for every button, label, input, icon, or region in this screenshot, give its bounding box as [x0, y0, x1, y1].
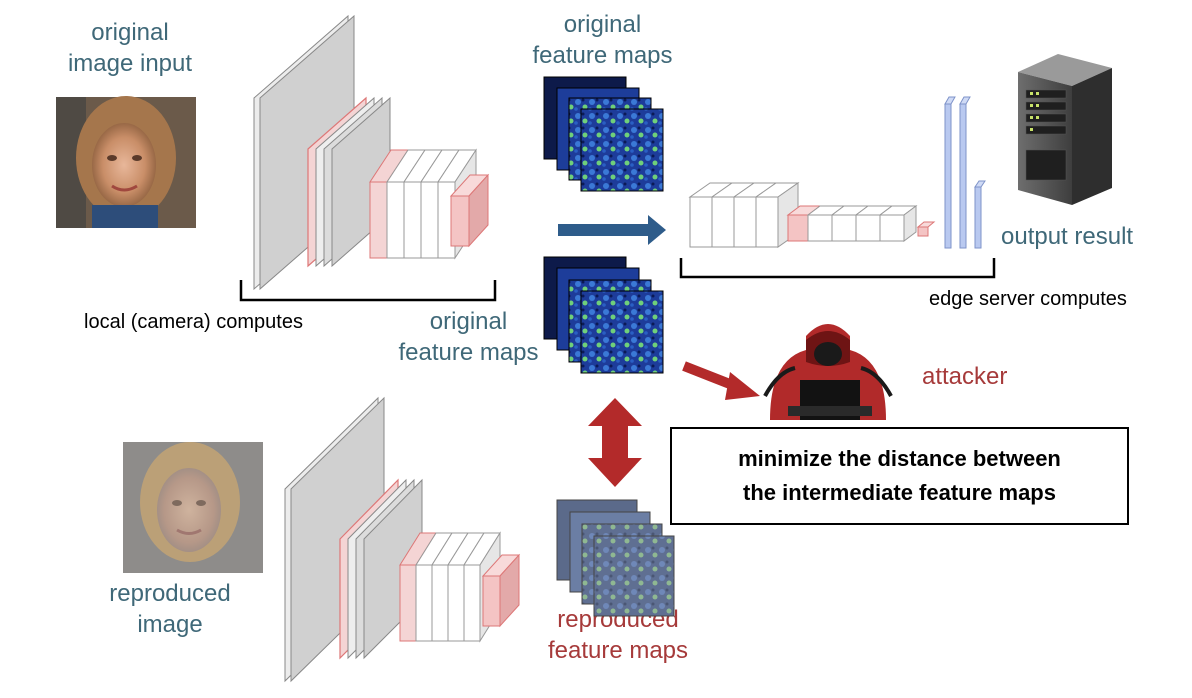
- original-feature-maps-top-label: original feature maps: [520, 9, 685, 71]
- local-cnn-layers-reproduced: [284, 396, 521, 683]
- original-feature-maps-mid-label: original feature maps: [386, 306, 551, 368]
- label-line: original: [563, 11, 642, 38]
- reproduced-feature-maps-label: reproduced feature maps: [533, 604, 703, 666]
- label-line: reproduced: [109, 580, 231, 607]
- local-cnn-layers-original: [253, 14, 490, 291]
- label-line: image: [137, 611, 203, 638]
- label-line: feature maps: [398, 339, 539, 366]
- objective-box: minimize the distance between the interm…: [670, 427, 1129, 525]
- server-rack-icon: [1018, 54, 1112, 205]
- attacker-label: attacker: [922, 363, 1008, 390]
- reproduced-image-label: reproduced image: [95, 578, 245, 640]
- label-line: feature maps: [532, 42, 673, 69]
- objective-line-2: the intermediate feature maps: [743, 480, 1056, 505]
- edge-computes-label: edge server computes: [929, 288, 1127, 310]
- face-photo-reproduced: [123, 442, 263, 573]
- label-line: image input: [67, 50, 193, 77]
- original-feature-maps-mid: [543, 256, 664, 374]
- objective-line-1: minimize the distance between: [738, 446, 1061, 471]
- label-line: feature maps: [547, 637, 689, 664]
- local-compute-bracket: [239, 280, 497, 302]
- reproduced-feature-maps: [556, 499, 675, 617]
- local-computes-label: local (camera) computes: [84, 311, 303, 333]
- label-line: original: [91, 19, 169, 46]
- distance-double-arrow: [588, 398, 642, 487]
- edge-compute-bracket: [679, 258, 996, 279]
- label-line: original: [429, 308, 508, 335]
- output-result-label: output result: [1001, 223, 1134, 250]
- original-image-input-label: original image input: [55, 17, 205, 79]
- edge-cnn-layers: [688, 96, 986, 249]
- forward-arrow: [558, 215, 666, 245]
- face-photo-original: [56, 96, 196, 228]
- original-feature-maps-top: [543, 76, 664, 192]
- hooded-hacker-icon: [763, 324, 893, 420]
- leak-arrow: [682, 361, 760, 400]
